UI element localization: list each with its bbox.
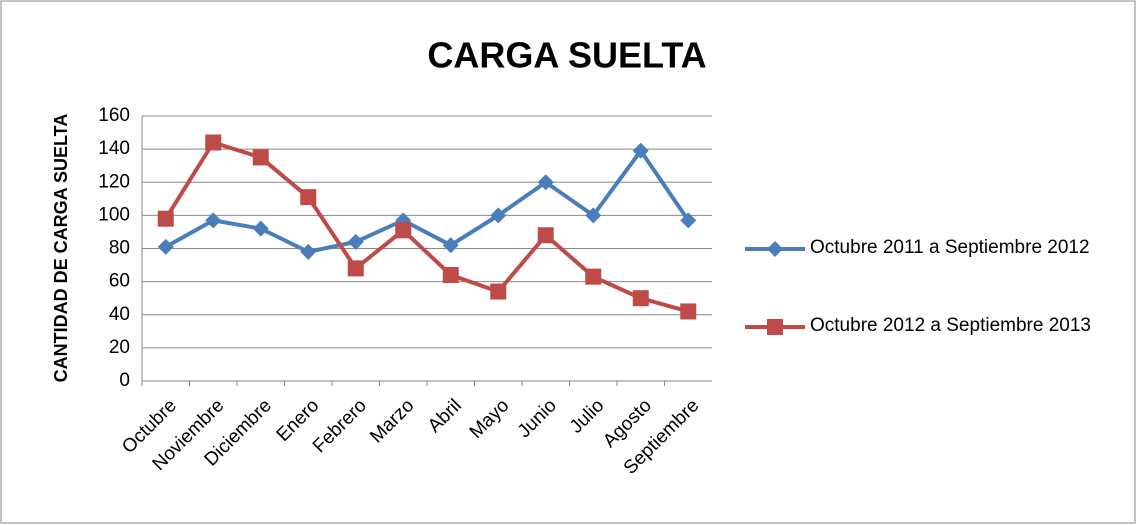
- y-tick-label: 160: [98, 105, 130, 126]
- y-tick-label: 100: [98, 204, 130, 225]
- data-point: [252, 220, 269, 237]
- data-point: [537, 174, 554, 191]
- data-point: [632, 290, 649, 307]
- series-line: [164, 148, 690, 254]
- data-point: [347, 233, 364, 250]
- y-tick-label: 40: [109, 304, 130, 325]
- data-point: [585, 207, 602, 224]
- y-tick-label: 0: [119, 370, 130, 391]
- data-point: [300, 243, 317, 260]
- data-point: [680, 212, 697, 229]
- data-point: [157, 210, 174, 227]
- data-point: [252, 149, 269, 166]
- data-point: [205, 134, 222, 151]
- data-point: [442, 267, 459, 283]
- data-point: [205, 212, 222, 229]
- data-point: [490, 283, 507, 300]
- data-point: [395, 222, 412, 239]
- y-tick-label: 140: [98, 138, 130, 159]
- data-point: [680, 303, 697, 320]
- data-point: [585, 268, 602, 285]
- legend-label: Octubre 2011 a Septiembre 2012: [810, 237, 1090, 258]
- data-point: [157, 238, 174, 255]
- y-tick-label: 120: [98, 171, 130, 192]
- data-point: [300, 189, 317, 206]
- data-point: [490, 207, 507, 224]
- chart-title: CARGA SUELTA: [427, 35, 706, 76]
- legend-marker: [767, 241, 783, 257]
- data-point: [537, 227, 554, 244]
- y-tick-label: 80: [109, 238, 130, 259]
- legend-label: Octubre 2012 a Septiembre 2013: [810, 315, 1091, 336]
- data-point: [347, 260, 364, 277]
- legend-marker: [767, 319, 783, 335]
- data-point: [632, 142, 649, 159]
- data-point: [442, 237, 459, 254]
- y-axis-label: CANTIDAD DE CARGA SUELTA: [51, 114, 71, 383]
- y-tick-label: 20: [109, 337, 130, 358]
- y-tick-label: 60: [109, 271, 130, 292]
